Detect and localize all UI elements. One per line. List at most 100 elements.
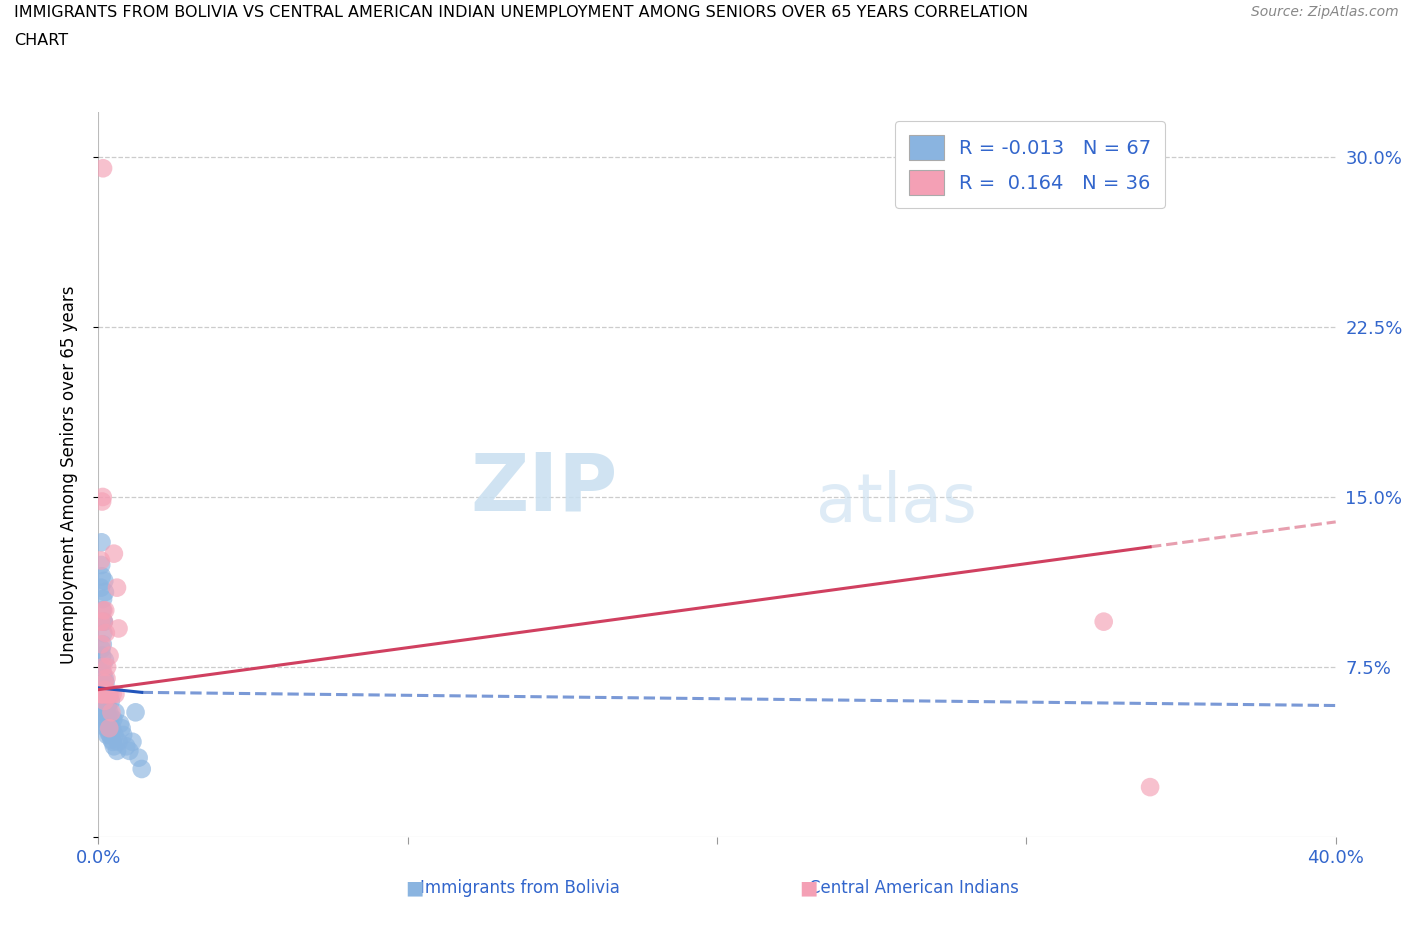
Point bbox=[91, 648, 114, 663]
Point bbox=[96, 694, 118, 709]
Point bbox=[94, 653, 117, 668]
Point bbox=[91, 161, 114, 176]
Point bbox=[96, 727, 118, 742]
Point bbox=[101, 721, 124, 736]
Point bbox=[94, 716, 117, 731]
Text: ZIP: ZIP bbox=[471, 450, 619, 528]
Point bbox=[97, 710, 120, 724]
Point bbox=[93, 603, 115, 618]
Point bbox=[131, 762, 153, 777]
Point bbox=[105, 743, 128, 758]
Point bbox=[93, 694, 115, 709]
Point bbox=[107, 735, 129, 750]
Point bbox=[97, 686, 120, 701]
Point bbox=[100, 732, 122, 747]
Legend: R = -0.013   N = 67, R =  0.164   N = 36: R = -0.013 N = 67, R = 0.164 N = 36 bbox=[896, 121, 1166, 208]
Point bbox=[91, 603, 114, 618]
Point bbox=[1092, 614, 1115, 629]
Point bbox=[103, 711, 125, 726]
Text: IMMIGRANTS FROM BOLIVIA VS CENTRAL AMERICAN INDIAN UNEMPLOYMENT AMONG SENIORS OV: IMMIGRANTS FROM BOLIVIA VS CENTRAL AMERI… bbox=[14, 5, 1028, 20]
Point bbox=[94, 626, 117, 641]
Point bbox=[112, 727, 135, 742]
Point bbox=[90, 569, 112, 584]
Point bbox=[94, 585, 117, 600]
Point bbox=[90, 686, 112, 701]
Point bbox=[97, 725, 120, 740]
Point bbox=[91, 667, 114, 682]
Text: Source: ZipAtlas.com: Source: ZipAtlas.com bbox=[1251, 5, 1399, 19]
Text: atlas: atlas bbox=[815, 471, 977, 537]
Point bbox=[96, 686, 118, 701]
Point bbox=[98, 705, 121, 720]
Point bbox=[128, 751, 150, 765]
Point bbox=[90, 671, 112, 685]
Point bbox=[93, 698, 115, 713]
Point bbox=[90, 659, 112, 674]
Point bbox=[93, 614, 115, 629]
Text: ■: ■ bbox=[405, 879, 425, 897]
Point bbox=[94, 675, 117, 690]
Point bbox=[90, 580, 112, 595]
Point bbox=[96, 686, 118, 701]
Point bbox=[94, 603, 117, 618]
Point bbox=[103, 738, 125, 753]
Point bbox=[96, 671, 118, 685]
Point bbox=[93, 671, 115, 685]
Point bbox=[103, 727, 125, 742]
Point bbox=[107, 621, 129, 636]
Text: Immigrants from Bolivia: Immigrants from Bolivia bbox=[420, 879, 620, 897]
Point bbox=[100, 705, 122, 720]
Point bbox=[118, 743, 141, 758]
Point bbox=[103, 546, 125, 561]
Point bbox=[91, 683, 114, 698]
Point bbox=[100, 694, 122, 709]
Point bbox=[93, 626, 115, 641]
Point bbox=[93, 614, 115, 629]
Point bbox=[90, 642, 112, 657]
Point bbox=[98, 716, 121, 731]
Point bbox=[91, 494, 114, 509]
Point bbox=[93, 694, 115, 709]
Point bbox=[90, 553, 112, 568]
Point bbox=[93, 574, 115, 589]
Point bbox=[98, 721, 121, 736]
Text: ■: ■ bbox=[799, 879, 818, 897]
Point bbox=[93, 689, 115, 704]
Point bbox=[97, 686, 120, 701]
Point bbox=[97, 710, 120, 724]
Point bbox=[98, 648, 121, 663]
Point bbox=[98, 721, 121, 736]
Point bbox=[124, 705, 146, 720]
Point bbox=[104, 705, 127, 720]
Point bbox=[90, 558, 112, 573]
Point bbox=[101, 735, 124, 750]
Point bbox=[96, 686, 118, 701]
Text: Central American Indians: Central American Indians bbox=[808, 879, 1019, 897]
Point bbox=[97, 698, 120, 713]
Point bbox=[96, 721, 118, 736]
Point bbox=[91, 683, 114, 698]
Point bbox=[91, 637, 114, 652]
Point bbox=[108, 716, 131, 731]
Point bbox=[90, 614, 112, 629]
Point bbox=[96, 659, 118, 674]
Point bbox=[1139, 779, 1161, 794]
Point bbox=[93, 683, 115, 698]
Point bbox=[121, 735, 143, 750]
Point bbox=[93, 614, 115, 629]
Point bbox=[97, 716, 120, 731]
Point bbox=[97, 686, 120, 701]
Point bbox=[90, 637, 112, 652]
Point bbox=[96, 698, 118, 713]
Point bbox=[93, 675, 115, 690]
Point bbox=[111, 721, 134, 736]
Point bbox=[104, 686, 127, 701]
Y-axis label: Unemployment Among Seniors over 65 years: Unemployment Among Seniors over 65 years bbox=[59, 286, 77, 663]
Point bbox=[91, 659, 114, 674]
Point bbox=[90, 535, 112, 550]
Point bbox=[94, 694, 117, 709]
Point bbox=[93, 686, 115, 701]
Point bbox=[91, 591, 114, 606]
Point bbox=[90, 686, 112, 701]
Text: CHART: CHART bbox=[14, 33, 67, 47]
